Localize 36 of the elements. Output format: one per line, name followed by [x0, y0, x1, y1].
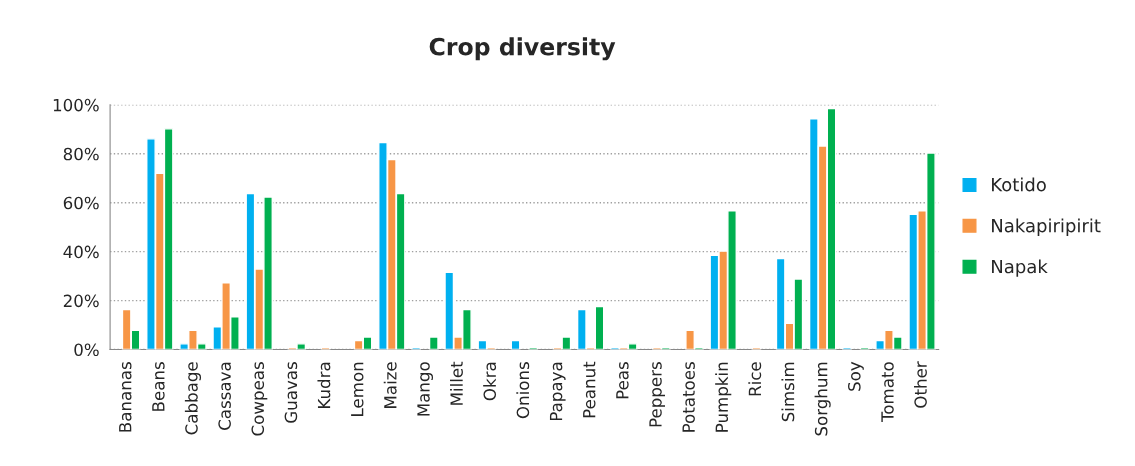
x-tick-label: Onions: [516, 362, 530, 419]
y-tick-label: 60%: [63, 196, 99, 210]
x-tick-label: Sorghum: [814, 362, 831, 436]
x-tick-label: Cabbage: [184, 362, 202, 435]
x-tick-label: Guavas: [284, 362, 298, 423]
legend-label: Kotido: [992, 177, 1046, 192]
x-tick-label: Rice: [748, 362, 762, 396]
y-tick-label: 80%: [63, 147, 99, 161]
y-tick-label: 20%: [63, 294, 99, 308]
y-tick-label: 40%: [63, 245, 99, 259]
x-tick-label: Soy: [848, 361, 864, 391]
x-tick-label: Cassava: [218, 362, 231, 430]
x-tick-label: Potatoes: [682, 362, 695, 432]
x-tick-label: Peas: [616, 362, 629, 399]
x-tick-label: Peppers: [649, 362, 665, 427]
x-tick-label: Beans: [152, 362, 165, 411]
x-tick-label: Peanut: [583, 361, 596, 418]
x-tick-label: Papaya: [549, 362, 566, 421]
legend-label: Napak: [992, 259, 1048, 277]
chart-title: Crop diversity: [429, 37, 616, 61]
x-tick-label: Mango: [417, 362, 434, 416]
x-tick-label: Cowpeas: [251, 362, 268, 436]
x-tick-label: Pumpkin: [715, 362, 732, 432]
x-tick-label: Other: [914, 361, 927, 408]
y-tick-label: 0%: [74, 343, 99, 357]
x-tick-label: Kudra: [317, 362, 331, 408]
x-tick-label: Bananas: [119, 362, 132, 432]
x-tick-label: Okra: [483, 362, 497, 401]
y-tick-label: 100%: [53, 98, 99, 112]
bar: [428, 336, 439, 350]
x-tick-label: Lemon: [351, 362, 364, 416]
x-tick-label: Maize: [383, 362, 397, 408]
x-tick-label: Tomato: [881, 362, 894, 423]
x-tick-label: Simsim: [781, 362, 795, 422]
legend-label: Nakapiripirit: [992, 218, 1101, 236]
x-tick-label: Millet: [450, 361, 463, 405]
